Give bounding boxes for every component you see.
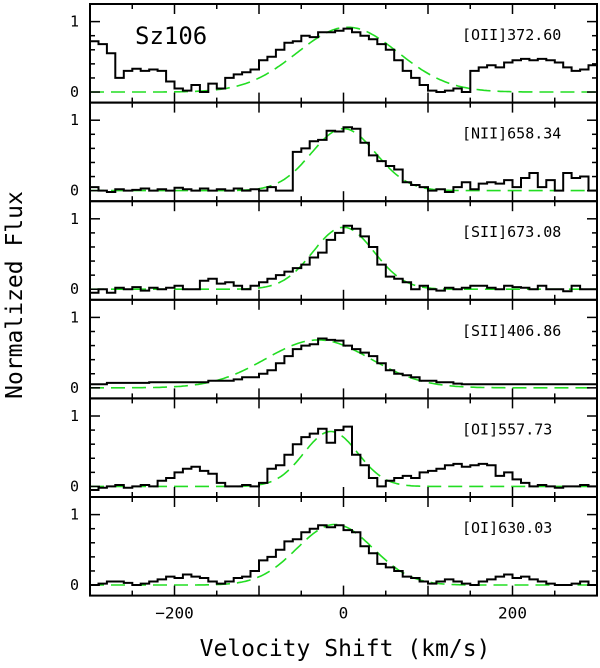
y-tick-label: 1 — [70, 13, 79, 31]
panel-1: 0 1 [OII]372.60 Sz106 — [70, 3, 598, 104]
panel-4: 0 1 [SII]406.86 — [70, 298, 598, 400]
observed-profile — [90, 224, 597, 294]
y-tick-label: 0 — [70, 576, 79, 594]
y-tick-label: 0 — [70, 379, 79, 397]
observed-profile — [90, 425, 597, 491]
emission-line-label: [NII]658.34 — [462, 125, 561, 143]
x-tick-label: −200 — [155, 604, 194, 623]
gaussian-fit-curve — [90, 430, 597, 488]
y-tick-label: 0 — [70, 280, 79, 298]
panel-frame — [89, 3, 598, 104]
panel-6: 0 1 [OI]630.03 −200 0 200 — [70, 496, 598, 623]
gaussian-fit-curve — [90, 26, 597, 93]
y-tick-label: 0 — [70, 83, 79, 101]
panel-2: 0 1 [NII]658.34 — [70, 101, 598, 203]
observed-profile — [90, 337, 597, 386]
emission-line-label: [OI]557.73 — [462, 420, 552, 438]
y-tick-label: 1 — [70, 407, 79, 425]
panel-frame — [89, 496, 598, 597]
y-tick-label: 1 — [70, 506, 79, 524]
x-tick-label: 0 — [339, 604, 349, 623]
x-axis-label: Velocity Shift (km/s) — [200, 636, 491, 662]
y-tick-label: 1 — [70, 111, 79, 129]
x-tick-label: 200 — [498, 604, 527, 623]
observed-profile — [90, 524, 597, 586]
gaussian-fit-curve — [90, 339, 597, 389]
observed-profile — [90, 27, 597, 93]
panel-stack: 0 1 [OII]372.60 Sz106 0 1 [NII]658.34 0 1 [SII]67… — [70, 3, 598, 623]
observed-profile — [90, 126, 597, 193]
y-axis-label: Normalized Flux — [2, 191, 28, 399]
y-tick-label: 1 — [70, 210, 79, 228]
panel-frame — [89, 200, 598, 301]
emission-line-label: [OI]630.03 — [462, 519, 552, 537]
emission-line-label: [OII]372.60 — [462, 26, 561, 44]
panel-3: 0 1 [SII]673.08 — [70, 200, 598, 301]
y-tick-label: 0 — [70, 477, 79, 495]
emission-line-label: [SII]673.08 — [462, 223, 561, 241]
y-tick-label: 1 — [70, 308, 79, 326]
object-label: Sz106 — [135, 22, 207, 50]
gaussian-fit-curve — [90, 523, 597, 586]
emission-line-label: [SII]406.86 — [462, 322, 561, 340]
y-tick-label: 0 — [70, 182, 79, 200]
panel-5: 0 1 [OI]557.73 — [70, 397, 598, 498]
